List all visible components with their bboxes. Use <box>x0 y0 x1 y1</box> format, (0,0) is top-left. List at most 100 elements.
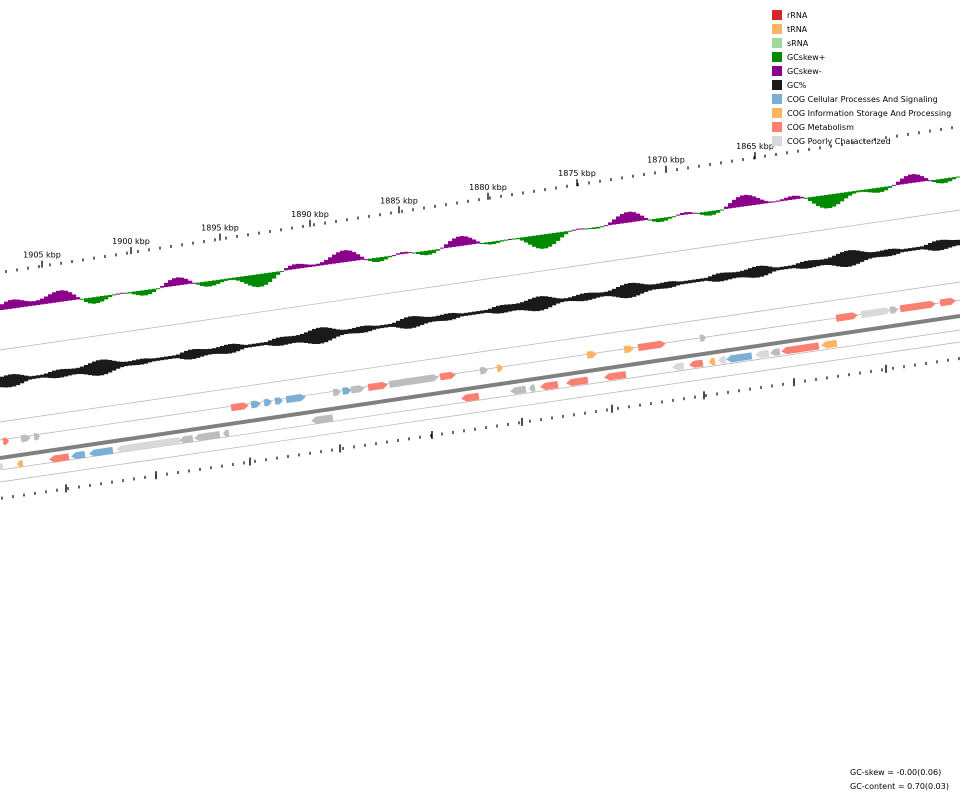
skew-bar-negative <box>476 241 481 244</box>
skew-bar-negative <box>612 219 617 225</box>
skew-bar-negative <box>168 280 173 287</box>
skew-bar-positive <box>104 295 109 300</box>
gc-bar <box>612 288 617 297</box>
gc-bar <box>452 312 457 320</box>
gene-forward <box>33 433 40 441</box>
gc-bar <box>104 359 109 375</box>
skew-bar-positive <box>588 227 593 229</box>
skew-bar-negative <box>768 201 773 203</box>
gc-bar <box>404 317 409 329</box>
gc-bar <box>688 280 693 284</box>
skew-bar-negative <box>468 237 473 245</box>
skew-bar-negative <box>908 174 913 184</box>
ring-line <box>0 209 960 351</box>
gc-bar <box>712 274 717 282</box>
skew-bar-negative <box>300 263 305 269</box>
gene-forward <box>637 340 666 352</box>
skew-bar-positive <box>224 278 229 281</box>
skew-bar-negative <box>572 229 577 231</box>
gc-bar <box>512 303 517 311</box>
skew-bar-positive <box>656 218 661 223</box>
skew-bar-negative <box>680 213 685 216</box>
gc-bar <box>560 298 565 303</box>
skew-bar-negative <box>336 252 341 264</box>
gc-bar <box>732 272 737 279</box>
skew-bar-positive <box>504 239 509 241</box>
legend-item: GC% <box>772 78 960 92</box>
gc-bar <box>28 376 33 380</box>
gc-bar <box>336 329 341 337</box>
kbp-label: 1880 kbp <box>469 183 507 192</box>
gc-bar <box>244 344 249 348</box>
gc-bar <box>344 329 349 335</box>
skew-bar-negative <box>72 294 77 300</box>
gc-bar <box>492 307 497 314</box>
legend-item: GCskew- <box>772 64 960 78</box>
gc-bar <box>580 293 585 302</box>
gc-bar <box>368 325 373 332</box>
skew-bar-positive <box>256 274 261 288</box>
gc-bar <box>800 261 805 269</box>
gc-bar <box>364 325 369 333</box>
skew-bar-positive <box>932 179 937 183</box>
kbp-label: 1890 kbp <box>291 210 329 219</box>
gc-bar <box>932 241 937 251</box>
skew-bar-positive <box>88 297 93 304</box>
legend-swatch <box>772 24 782 34</box>
gene-forward <box>899 300 936 313</box>
skew-bar-negative <box>456 236 461 247</box>
gene-forward <box>388 374 439 388</box>
gc-bar <box>264 342 269 345</box>
skew-bar-negative <box>728 203 733 209</box>
skew-bar-negative <box>676 214 681 216</box>
gc-bar <box>232 343 237 353</box>
skew-bar-positive <box>152 288 157 292</box>
legend-item: sRNA <box>772 36 960 50</box>
skew-bar-negative <box>788 196 793 201</box>
gc-bar <box>224 344 229 354</box>
gc-bar <box>20 374 25 384</box>
gc-bar <box>864 251 869 261</box>
skew-bar-negative <box>580 228 585 230</box>
skew-bar-negative <box>0 304 5 310</box>
skew-bar-negative <box>576 228 581 230</box>
gc-bar <box>548 296 553 308</box>
gc-bar <box>792 264 797 269</box>
skew-bar-negative <box>324 259 329 265</box>
legend-item: GCskew+ <box>772 50 960 64</box>
skew-bar-positive <box>584 228 589 230</box>
skew-bar-positive <box>84 298 89 302</box>
gc-bar <box>812 260 817 268</box>
gene-forward <box>350 385 365 394</box>
skew-bar-negative <box>184 278 189 285</box>
gc-bar <box>820 259 825 266</box>
skew-bar-negative <box>44 296 49 304</box>
skew-bar-positive <box>848 191 853 196</box>
skew-bar-positive <box>208 280 213 287</box>
skew-bar-negative <box>608 222 613 226</box>
gc-bar <box>196 348 201 358</box>
gc-bar <box>152 358 157 362</box>
gene-forward <box>342 387 352 395</box>
gc-bar <box>72 368 77 375</box>
gc-bar <box>316 327 321 344</box>
skew-bar-negative <box>392 255 397 257</box>
skew-bar-negative <box>460 236 465 246</box>
gc-bar <box>352 327 357 334</box>
gene-forward <box>586 350 597 359</box>
skew-bar-negative <box>160 285 165 288</box>
skew-bar-positive <box>936 179 941 184</box>
skew-bar-positive <box>220 279 225 283</box>
skew-bar-positive <box>528 236 533 245</box>
gc-bar <box>140 358 145 365</box>
legend-item: COG Poorly Characterized <box>772 134 960 148</box>
gene-forward <box>2 437 9 446</box>
legend-item: COG Metabolism <box>772 120 960 134</box>
gene-reverse <box>709 357 716 366</box>
skew-bar-negative <box>604 225 609 227</box>
skew-bar-positive <box>228 278 233 280</box>
gc-bar <box>436 315 441 322</box>
skew-bar-negative <box>284 268 289 271</box>
gc-bar <box>816 259 821 267</box>
skew-bar-positive <box>496 240 501 243</box>
